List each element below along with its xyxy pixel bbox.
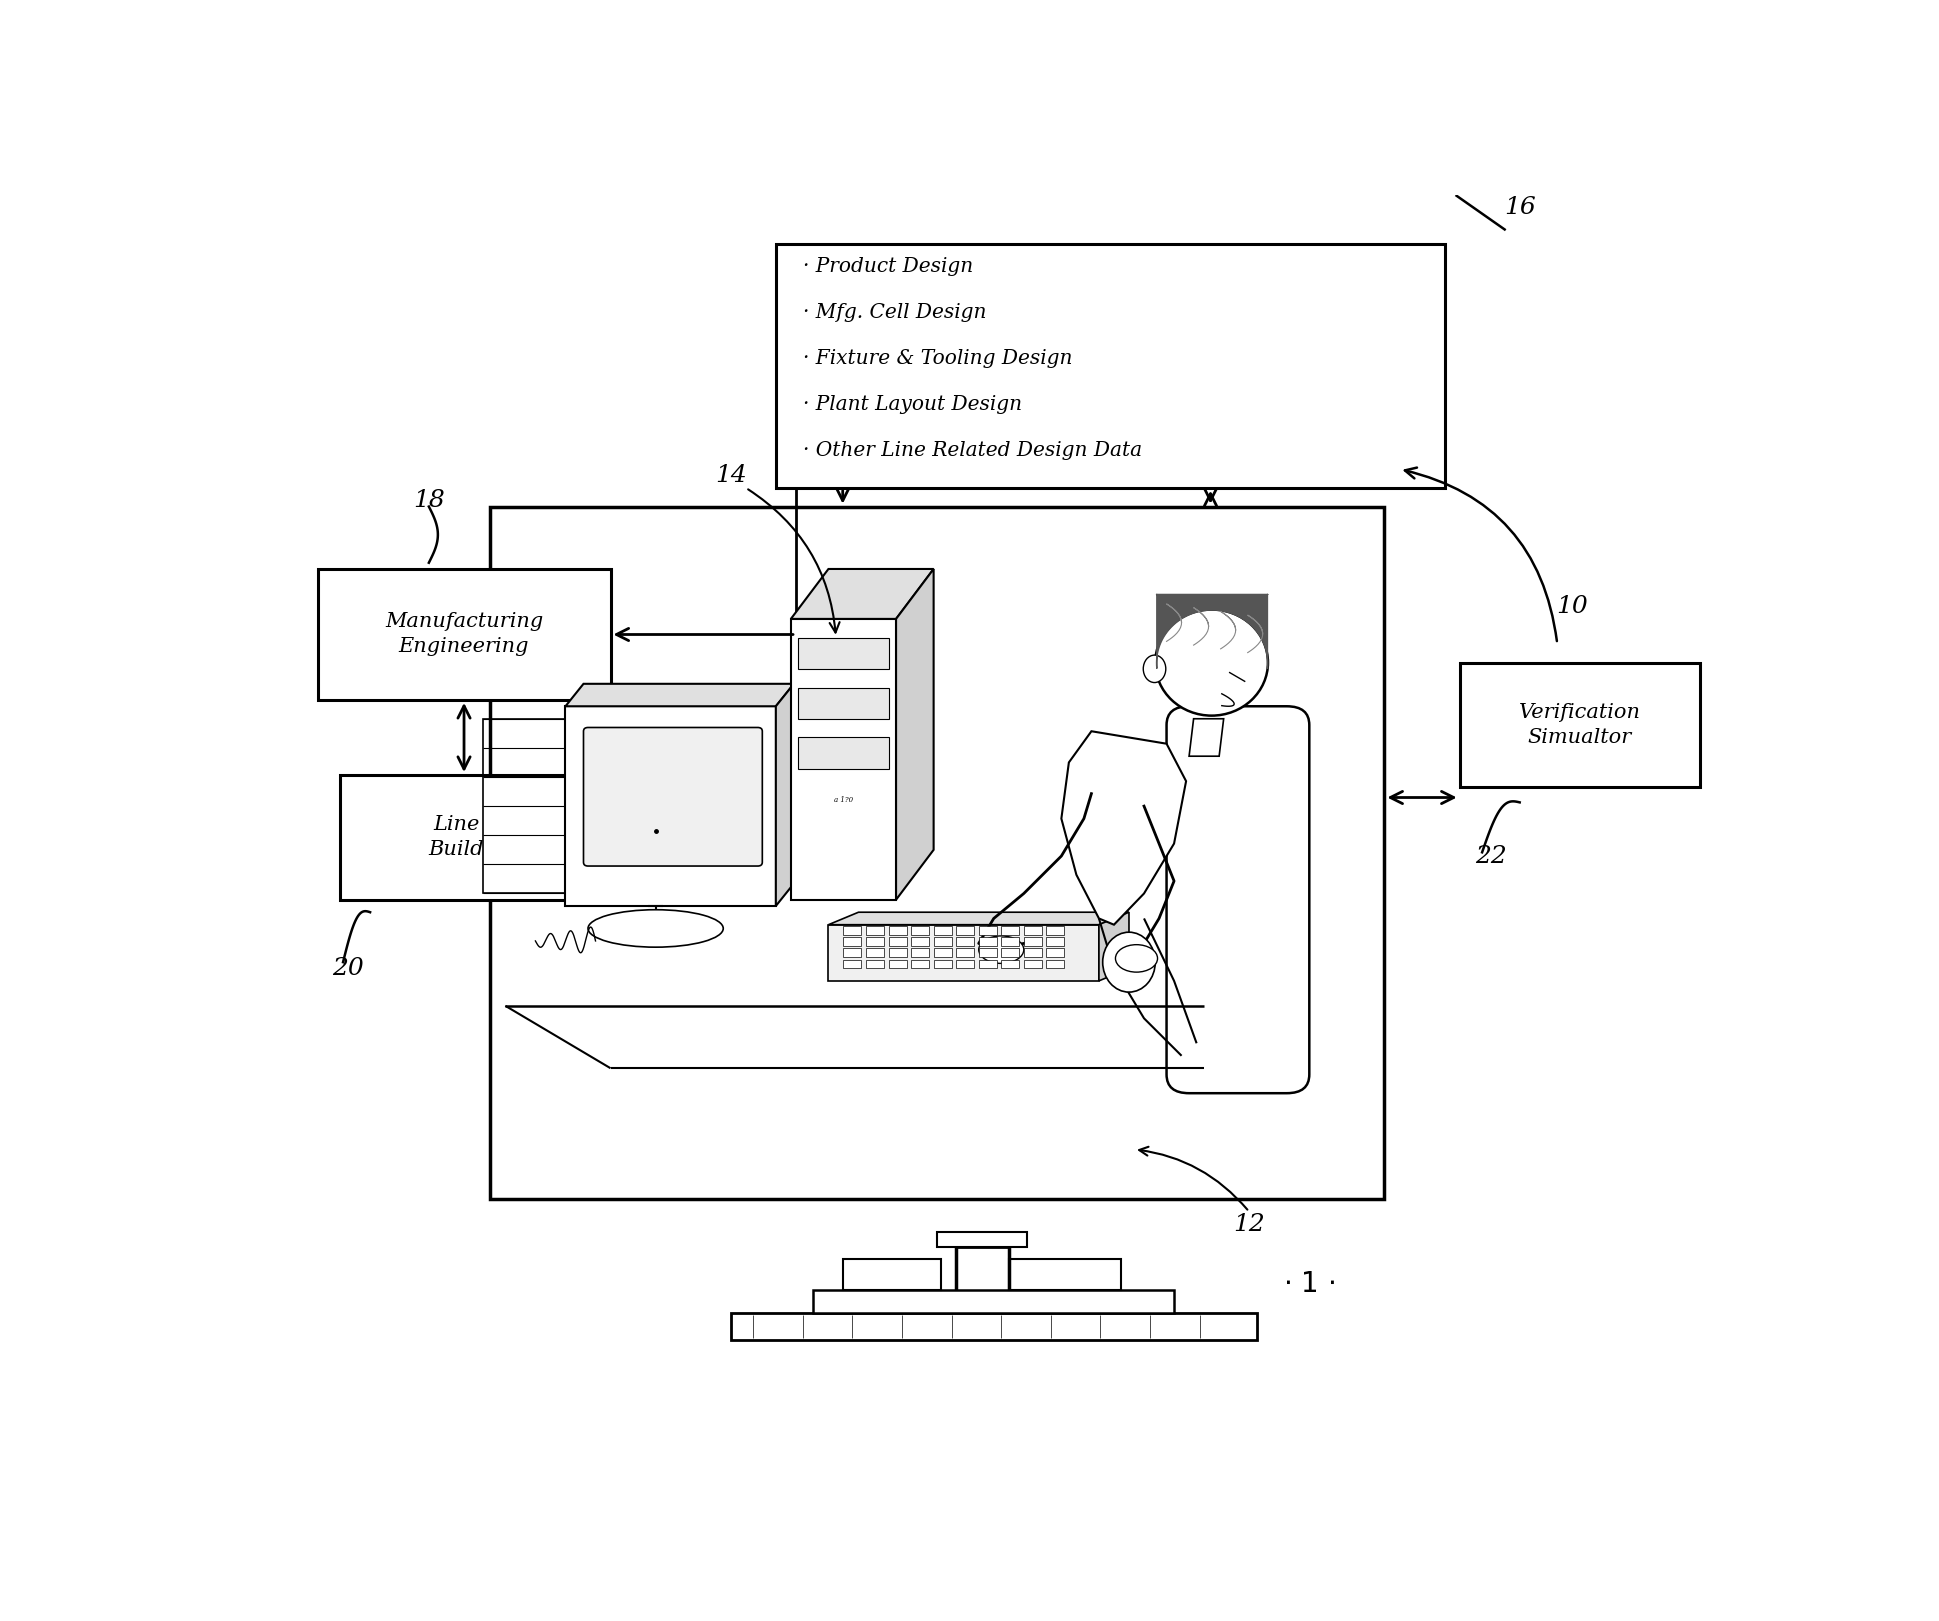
Bar — [799, 738, 888, 768]
Ellipse shape — [1144, 655, 1165, 682]
Bar — [935, 926, 952, 935]
Bar — [867, 926, 884, 935]
Bar — [979, 926, 997, 935]
Bar — [1024, 960, 1041, 968]
Bar — [1047, 926, 1065, 935]
Bar — [935, 937, 952, 947]
Bar — [1047, 937, 1065, 947]
Bar — [888, 926, 907, 935]
Bar — [1001, 948, 1020, 956]
Bar — [776, 245, 1445, 488]
Ellipse shape — [1103, 932, 1156, 992]
Bar — [791, 619, 896, 900]
Bar — [843, 948, 861, 956]
Bar — [956, 948, 973, 956]
Bar — [956, 926, 973, 935]
Bar — [1024, 937, 1041, 947]
Bar — [888, 960, 907, 968]
Bar — [911, 937, 929, 947]
Bar — [843, 960, 861, 968]
Bar — [935, 960, 952, 968]
Ellipse shape — [979, 935, 1024, 963]
Text: · Fixture & Tooling Design: · Fixture & Tooling Design — [803, 349, 1072, 368]
Ellipse shape — [588, 909, 723, 947]
Bar — [491, 506, 1384, 1200]
Text: 20: 20 — [334, 956, 365, 979]
Text: Line
Build: Line Build — [429, 815, 485, 859]
Bar — [339, 775, 574, 900]
Bar — [1008, 1260, 1121, 1290]
Ellipse shape — [1115, 945, 1158, 973]
Bar — [956, 960, 973, 968]
Polygon shape — [1189, 718, 1224, 755]
Polygon shape — [828, 913, 1128, 924]
Text: · Product Design: · Product Design — [803, 258, 973, 277]
Text: Manufacturing
Engineering: Manufacturing Engineering — [386, 613, 543, 657]
Bar — [483, 718, 566, 893]
Text: $\cdot$ $1$ $\cdot$: $\cdot$ $1$ $\cdot$ — [1284, 1271, 1336, 1298]
Text: · Mfg. Cell Design: · Mfg. Cell Design — [803, 303, 987, 323]
Bar — [867, 948, 884, 956]
Bar — [935, 948, 952, 956]
Bar — [1024, 926, 1041, 935]
Polygon shape — [776, 684, 793, 906]
Bar — [1001, 960, 1020, 968]
Bar — [867, 960, 884, 968]
Text: 10: 10 — [1557, 595, 1588, 618]
Bar — [1024, 948, 1041, 956]
Bar — [888, 948, 907, 956]
Bar — [956, 937, 973, 947]
Bar — [867, 937, 884, 947]
Text: · Plant Layout Design: · Plant Layout Design — [803, 396, 1022, 415]
FancyBboxPatch shape — [1167, 707, 1309, 1093]
Bar — [843, 937, 861, 947]
Bar — [799, 637, 888, 669]
Bar — [911, 926, 929, 935]
Bar — [888, 937, 907, 947]
Bar — [731, 1313, 1256, 1341]
Bar — [566, 707, 776, 906]
Bar — [1001, 926, 1020, 935]
FancyBboxPatch shape — [584, 728, 762, 866]
Text: · Other Line Related Design Data: · Other Line Related Design Data — [803, 441, 1142, 460]
Text: 22: 22 — [1476, 845, 1507, 867]
Bar — [814, 1290, 1175, 1313]
Bar — [1001, 937, 1020, 947]
Polygon shape — [1061, 731, 1187, 924]
Bar — [799, 687, 888, 718]
Bar — [843, 1260, 940, 1290]
Bar — [1047, 948, 1065, 956]
Text: a 1?0: a 1?0 — [834, 796, 853, 804]
Text: 18: 18 — [413, 490, 444, 512]
Text: 16: 16 — [1505, 196, 1536, 219]
Ellipse shape — [1156, 609, 1268, 715]
Polygon shape — [896, 569, 935, 900]
Polygon shape — [566, 684, 793, 707]
Bar — [979, 960, 997, 968]
Bar — [1047, 960, 1065, 968]
Bar — [828, 924, 1099, 981]
Bar — [937, 1232, 1028, 1247]
Bar — [911, 948, 929, 956]
Polygon shape — [1099, 913, 1128, 981]
Bar — [1460, 663, 1701, 788]
Text: Verification
Simualtor: Verification Simualtor — [1518, 704, 1640, 747]
Text: 14: 14 — [715, 464, 747, 486]
Bar — [318, 569, 611, 700]
Bar — [843, 926, 861, 935]
Polygon shape — [791, 569, 935, 619]
Text: 12: 12 — [1233, 1213, 1264, 1235]
Bar — [979, 948, 997, 956]
Bar — [979, 937, 997, 947]
Bar — [911, 960, 929, 968]
